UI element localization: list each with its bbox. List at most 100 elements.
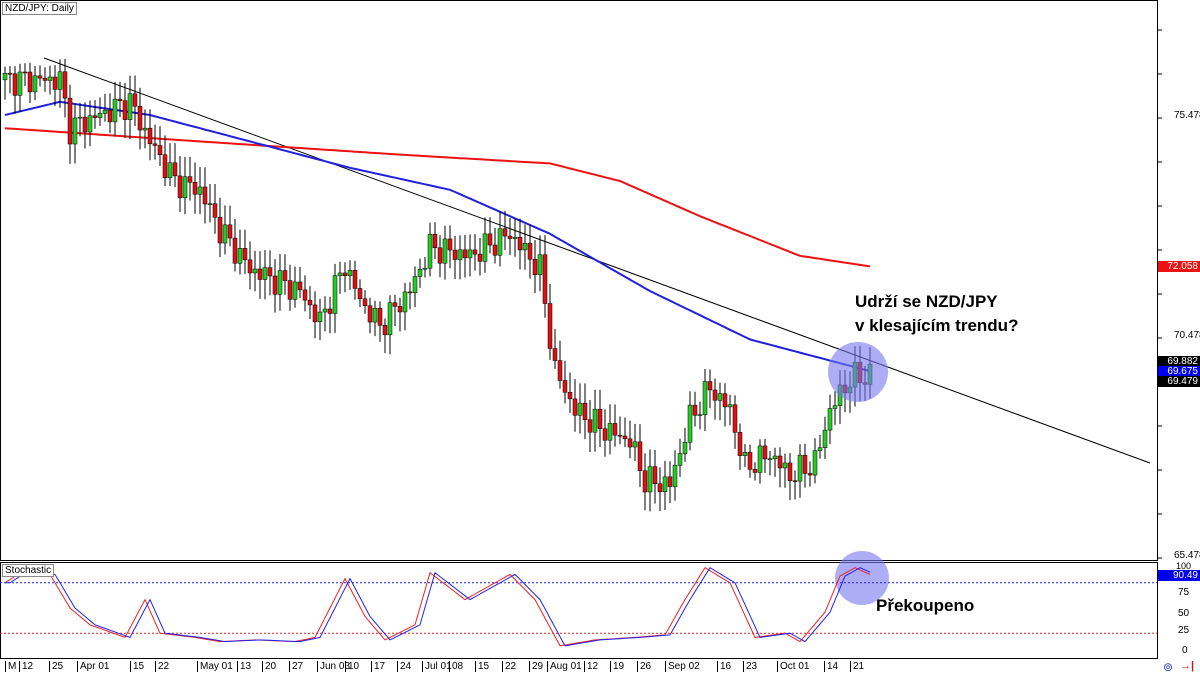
time-label: Aug 01 [547,661,582,672]
stoch-label: 100 [1176,561,1192,571]
candle [322,308,328,313]
candle [167,162,173,179]
indicator-title: Stochastic [2,564,55,577]
time-label: 15 [130,661,144,672]
candle [82,116,88,133]
candle [402,291,408,313]
candle [197,186,203,195]
candle [662,476,668,492]
stoch-tag: 90.49 [1158,570,1200,581]
candle [597,409,603,429]
stoch-main-line [5,567,871,647]
candle [312,304,318,323]
candle [732,404,738,433]
candle [582,402,588,420]
candle [452,249,458,260]
candle [382,325,388,336]
candle [427,234,433,269]
candle [287,280,293,300]
candle [467,249,473,259]
candle [682,442,688,454]
candle [502,228,508,237]
candle [492,244,498,256]
candle [367,305,373,323]
time-label: 19 [610,661,624,672]
candle [562,380,568,393]
candle [117,98,123,101]
time-label: 26 [637,661,651,672]
time-label: May 01 [197,661,233,672]
candle [362,298,368,306]
candle [677,453,683,466]
candle [87,115,93,133]
candle [57,71,63,90]
candle [602,428,608,441]
candle [477,253,483,262]
candle [222,224,228,244]
candle [317,311,323,323]
candle [447,238,453,251]
price-label: 70.478 [1174,330,1200,341]
candle [807,473,813,476]
candle [517,236,523,251]
candle [137,106,143,131]
candle [192,182,198,195]
candle [342,272,348,276]
candle [762,445,768,460]
candle [772,455,778,459]
candle [162,154,168,179]
candle [107,109,113,123]
candle [152,143,158,146]
stoch-signal-line [4,567,871,647]
candle [147,127,153,145]
candle [232,237,238,264]
candle [242,248,248,261]
candle [572,398,578,416]
candle [627,438,633,448]
candle [277,270,283,295]
time-label: 21 [850,661,864,672]
highlight-circle [835,551,889,605]
candle [92,115,98,118]
candle [297,281,303,291]
candle [262,267,268,280]
candle [7,72,13,75]
stoch-label: 0 [1182,645,1188,656]
candle [42,77,48,81]
candle [487,233,493,246]
candle [637,441,643,471]
candle [337,272,343,276]
candle [347,270,353,276]
candle [657,483,663,492]
candle [377,307,383,326]
candle [567,392,573,400]
symbol-title: NZD/JPY: Daily [2,2,77,15]
time-label: 16 [717,661,731,672]
time-label: 23 [743,661,757,672]
ma200-tag: 72.058 [1158,261,1200,272]
time-label: M [5,661,16,672]
candle [817,447,823,451]
candle [282,270,288,281]
candle [587,419,593,433]
candle [827,408,833,431]
candle [707,381,713,391]
candle [752,469,758,473]
candle [307,299,313,306]
candle [67,97,73,145]
time-label: 15 [475,661,489,672]
candle [32,75,38,93]
candle [702,381,708,415]
candle [442,238,448,264]
candle [652,466,658,485]
candle [112,98,118,123]
candle [822,429,828,449]
candle [547,303,553,349]
candle [132,93,138,107]
link-icon[interactable]: ⊚ [1163,660,1174,674]
scroll-end-icon[interactable]: →| [1180,660,1195,672]
candle [692,404,698,416]
candle [257,268,263,280]
candle [102,109,108,114]
